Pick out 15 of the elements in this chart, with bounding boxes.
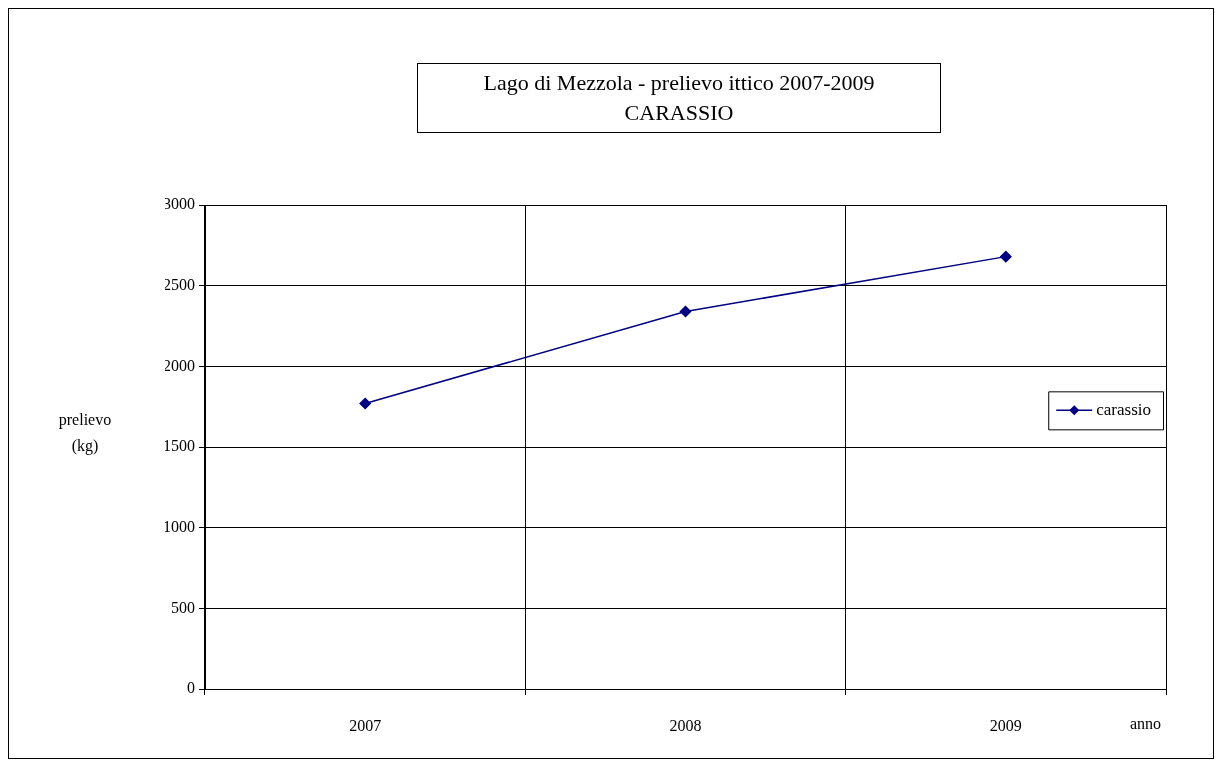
y-tick-label: 1500 [163,437,195,455]
y-tick-label: 1000 [163,517,195,535]
x-axis-title: anno [1130,715,1162,733]
chart-subtitle: CARASSIO [623,99,735,127]
y-tick-label: 0 [187,679,195,697]
y-tick-label: 500 [171,598,195,616]
point [1000,250,1012,263]
chart-title: Lago di Mezzola - prelievo ittico 2007-2009 [482,69,876,97]
x-tick-label: 2007 [349,716,382,734]
x-tick-label: 2008 [669,716,702,734]
point [359,397,371,410]
point [679,305,692,318]
legend-label: carassio [1096,399,1152,419]
y-axis-title: prelievo (kg) [57,410,113,457]
x-tick-label: 2009 [989,716,1022,734]
